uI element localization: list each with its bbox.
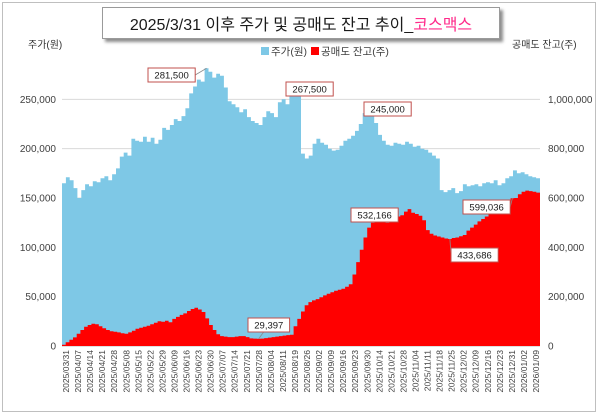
x-tick-label: 2025/09/02 — [314, 350, 324, 393]
chart-title-company: 코스맥스 — [413, 17, 473, 34]
annotation-label: 29,397 — [254, 321, 283, 332]
x-tick-label: 2025/06/09 — [170, 350, 180, 393]
right-tick-label: 200,000 — [548, 292, 585, 303]
x-tick-label: 2025/09/30 — [362, 350, 372, 393]
annotation-label: 433,686 — [457, 251, 491, 262]
annotation-box — [350, 207, 399, 223]
x-tick-label: 2025/12/09 — [471, 350, 481, 393]
left-tick-label: 150,000 — [20, 194, 57, 205]
legend: 주가(원) 공매도 잔고(주) — [261, 46, 389, 58]
x-tick-label: 2025/08/11 — [278, 350, 288, 392]
x-tick-label: 2025/06/23 — [194, 350, 204, 393]
x-tick-label: 2025/09/23 — [350, 350, 360, 393]
right-tick-label: 600,000 — [548, 194, 585, 205]
annotation-box — [363, 101, 412, 117]
annotation-box — [147, 67, 196, 83]
x-tick-label: 2025/12/31 — [507, 350, 517, 393]
x-tick-label: 2025/10/21 — [386, 350, 396, 393]
x-tick-label: 2025/07/21 — [242, 350, 252, 393]
x-tick-label: 2026/01/09 — [531, 350, 541, 393]
annotations: 281,500 267,500 245,000 29,397 532,166 433,68… — [147, 67, 513, 339]
x-tick-label: 2025/07/28 — [254, 350, 264, 393]
right-axis-title: 공매도 잔고(주) — [512, 39, 577, 51]
x-tick-label: 2025/05/22 — [145, 350, 155, 393]
x-tick-label: 2025/04/28 — [109, 350, 119, 393]
right-tick-label: 1,000,000 — [548, 95, 593, 106]
x-tick-label: 2026/01/02 — [519, 350, 529, 393]
x-tick-label: 2025/12/02 — [459, 350, 469, 393]
x-tick-label: 2025/09/16 — [338, 350, 348, 393]
left-axis-title: 주가(원) — [28, 39, 62, 51]
x-tick-label: 2025/05/29 — [157, 350, 167, 393]
left-tick-label: 250,000 — [20, 95, 57, 106]
right-tick-label: 800,000 — [548, 144, 585, 155]
legend-label-price: 주가(원) — [271, 46, 307, 58]
x-tick-label: 2025/06/30 — [206, 350, 216, 393]
annotation-label: 245,000 — [370, 105, 404, 116]
chart-title-box: 2025/3/31 이후 주가 및 공매도 잔고 추이_ 코스맥스 — [102, 7, 500, 39]
annotation-box — [450, 247, 499, 263]
x-tick-label: 2025/04/14 — [85, 350, 95, 393]
x-tick-label: 2025/08/26 — [302, 350, 312, 393]
annotation-leader — [194, 67, 207, 76]
x-tick-label: 2025/11/11 — [423, 350, 433, 392]
x-tick-label: 2025/04/21 — [97, 350, 107, 393]
x-tick-label: 2025/05/08 — [121, 350, 131, 393]
x-tick-label: 2025/07/07 — [218, 350, 228, 393]
annotation-label: 267,500 — [292, 85, 326, 96]
x-tick-label: 2025/08/19 — [290, 350, 300, 393]
x-tick-label: 2025/10/28 — [398, 350, 408, 393]
annotation-label: 532,166 — [357, 211, 391, 222]
x-tick-label: 2025/11/04 — [411, 350, 421, 392]
x-tick-label: 2025/11/25 — [447, 350, 457, 392]
annotation-label: 599,036 — [469, 203, 503, 214]
annotation-box — [462, 199, 511, 215]
left-tick-label: 200,000 — [20, 144, 57, 155]
x-tick-label: 2025/04/07 — [73, 350, 83, 393]
chart-title: 2025/3/31 이후 주가 및 공매도 잔고 추이_ — [129, 17, 414, 34]
plot-area — [62, 68, 540, 347]
annotation-box — [285, 81, 334, 97]
x-tick-label: 2025/09/09 — [326, 350, 336, 393]
x-tick-label: 2025/11/18 — [435, 350, 445, 392]
x-tick-label: 2025/03/31 — [61, 350, 71, 393]
left-tick-label: 0 — [50, 342, 56, 353]
left-tick-label: 100,000 — [20, 243, 57, 254]
x-tick-label: 2025/12/16 — [483, 350, 493, 393]
short-balance-area-series — [62, 190, 540, 346]
legend-swatch-short — [311, 47, 319, 55]
legend-label-short: 공매도 잔고(주) — [321, 46, 389, 58]
x-tick-label: 2025/10/14 — [374, 350, 384, 393]
annotation-label: 281,500 — [154, 71, 188, 82]
x-tick-label: 2025/07/14 — [230, 350, 240, 393]
x-tick-label: 2025/06/16 — [182, 350, 192, 393]
right-tick-label: 400,000 — [548, 243, 585, 254]
legend-swatch-price — [261, 47, 269, 55]
x-tick-label: 2025/08/04 — [266, 350, 276, 393]
x-tick-label: 2025/12/23 — [495, 350, 505, 393]
axis-ticks: 0 50,000 100,000 150,000 200,000 250,000 0 200,… — [20, 95, 593, 393]
right-tick-label: 0 — [548, 342, 554, 353]
x-tick-label: 2025/05/15 — [133, 350, 143, 393]
left-tick-label: 50,000 — [25, 292, 56, 303]
annotation-box — [247, 317, 291, 333]
